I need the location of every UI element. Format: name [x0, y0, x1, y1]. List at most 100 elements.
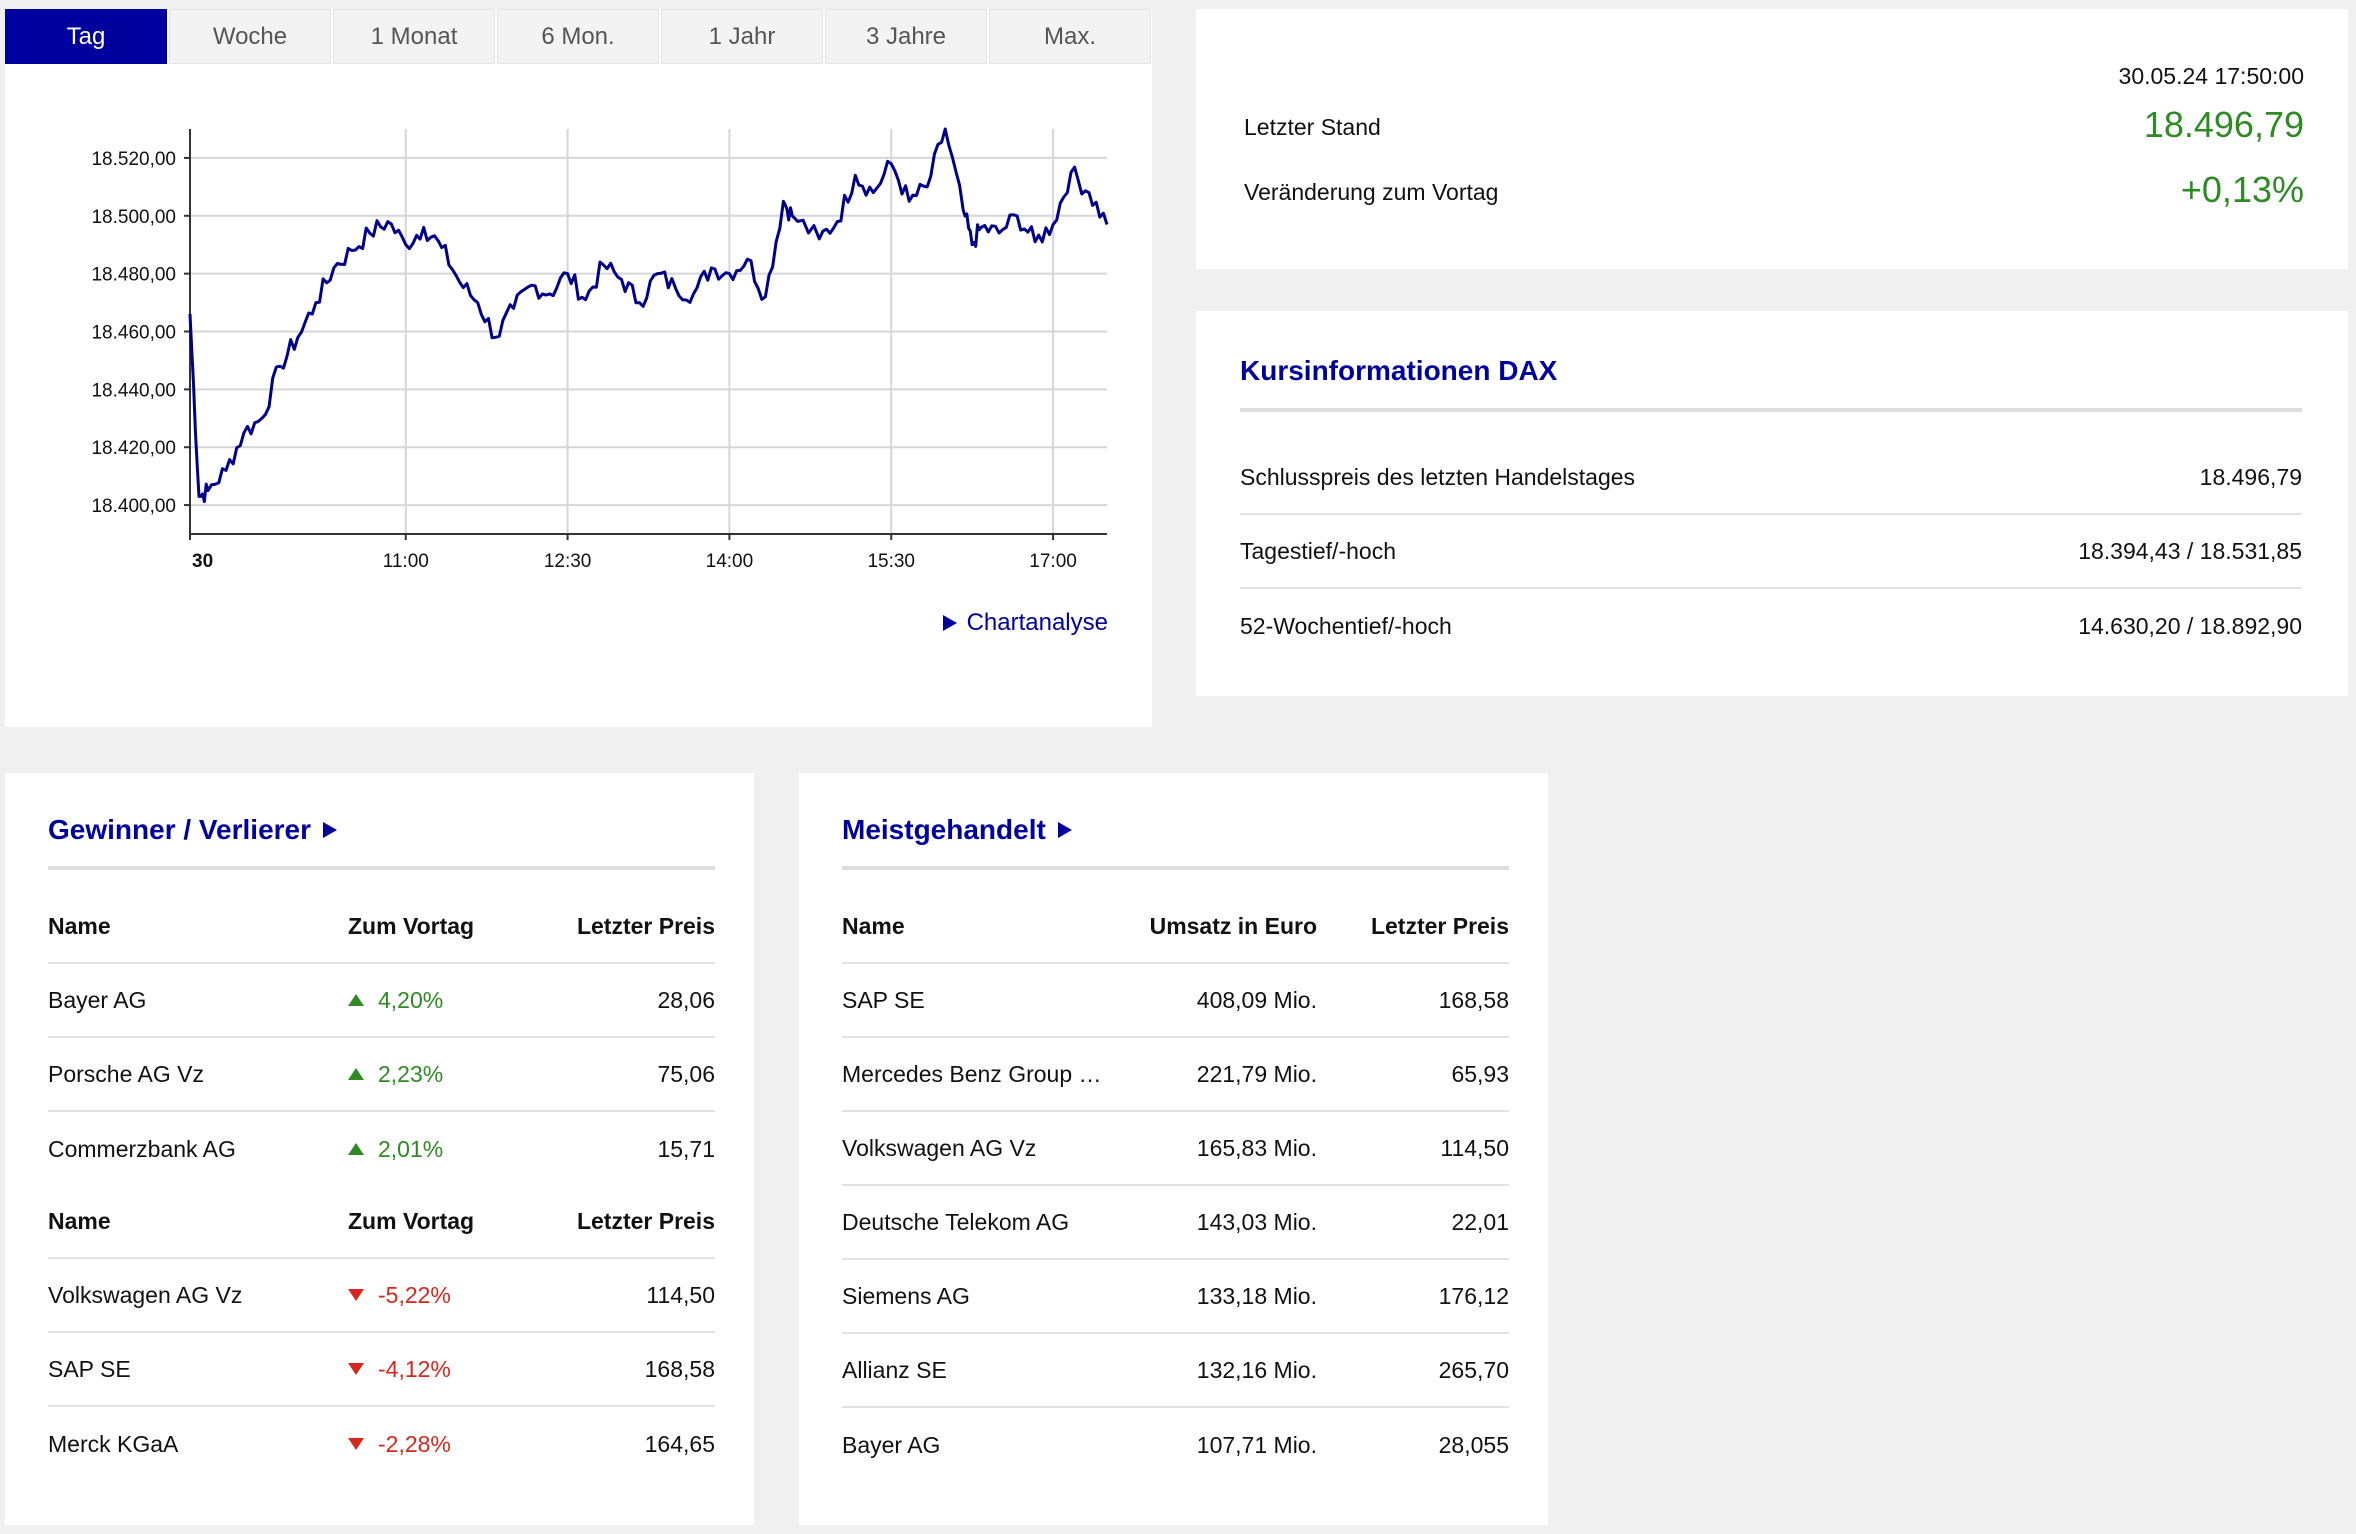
stock-umsatz: 165,83 Mio.	[1196, 1134, 1317, 1161]
y-tick-label: 18.520,00	[91, 149, 176, 170]
x-tick-label: 12:30	[544, 551, 592, 572]
header-name: Name	[842, 912, 905, 939]
stock-umsatz: 107,71 Mio.	[1196, 1431, 1317, 1458]
stock-name: Volkswagen AG Vz	[48, 1281, 243, 1308]
x-tick-label: 17:00	[1029, 551, 1077, 572]
y-tick-label: 18.460,00	[91, 323, 176, 344]
tab-woche[interactable]: Woche	[169, 9, 331, 64]
price-line	[188, 127, 1109, 503]
header-name: Name	[48, 912, 111, 939]
chartanalyse-label: Chartanalyse	[966, 609, 1108, 636]
title-divider	[1240, 408, 2302, 412]
stock-name: SAP SE	[48, 1355, 131, 1382]
stock-price: 28,055	[1438, 1431, 1509, 1458]
table-row[interactable]: Bayer AG 107,71 Mio. 28,055	[842, 1408, 1509, 1482]
stock-name: Allianz SE	[842, 1356, 947, 1383]
row-value: 18.496,79	[2199, 463, 2302, 490]
range-tabs: Tag Woche 1 Monat 6 Mon. 1 Jahr 3 Jahre …	[5, 9, 1153, 64]
row-label: Tagestief/-hoch	[1240, 537, 1396, 564]
stock-price: 164,65	[644, 1430, 715, 1457]
stock-change: 2,01%	[378, 1135, 444, 1162]
arrow-up-icon	[348, 1143, 364, 1155]
tab-tag[interactable]: Tag	[5, 9, 167, 64]
chartanalyse-link[interactable]: Chartanalyse	[942, 609, 1108, 637]
table-header: Name Zum Vortag Letzter Preis	[48, 890, 715, 964]
header-price: Letzter Preis	[576, 1207, 715, 1234]
table-row[interactable]: Mercedes Benz Group … 221,79 Mio. 65,93	[842, 1038, 1509, 1112]
stock-name: Deutsche Telekom AG	[842, 1208, 1070, 1235]
stock-change: -2,28%	[378, 1430, 451, 1457]
stock-price: 114,50	[646, 1281, 715, 1308]
stock-name: SAP SE	[842, 986, 925, 1013]
table-row[interactable]: Deutsche Telekom AG 143,03 Mio. 22,01	[842, 1186, 1509, 1260]
table-header: Name Zum Vortag Letzter Preis	[48, 1185, 715, 1259]
stock-price: 75,06	[657, 1060, 715, 1087]
kursinfo-row: 52-Wochentief/-hoch 14.630,20 / 18.892,9…	[1240, 589, 2302, 663]
tab-6-mon[interactable]: 6 Mon.	[497, 9, 659, 64]
play-triangle-icon	[1057, 822, 1072, 838]
meistgehandelt-panel: Meistgehandelt Name Umsatz in Euro Letzt…	[799, 773, 1548, 1525]
tab-3-jahre[interactable]: 3 Jahre	[825, 9, 987, 64]
x-tick-label: 11:00	[383, 551, 429, 572]
quote-panel: 30.05.24 17:50:00 Letzter Stand 18.496,7…	[1196, 9, 2348, 269]
arrow-down-icon	[348, 1363, 364, 1375]
x-tick-label: 15:30	[867, 551, 915, 572]
stock-price: 176,12	[1438, 1282, 1509, 1309]
stock-price: 168,58	[1438, 986, 1509, 1013]
play-triangle-icon	[323, 822, 338, 838]
stock-umsatz: 133,18 Mio.	[1196, 1282, 1317, 1309]
header-change: Zum Vortag	[348, 912, 475, 939]
stock-umsatz: 143,03 Mio.	[1196, 1208, 1317, 1235]
stock-name: Bayer AG	[842, 1431, 941, 1458]
table-row[interactable]: Siemens AG 133,18 Mio. 176,12	[842, 1260, 1509, 1334]
meistgehandelt-title[interactable]: Meistgehandelt	[842, 814, 1072, 846]
gewinner-verlierer-title[interactable]: Gewinner / Verlierer	[48, 814, 338, 846]
kursinfo-panel: Kursinformationen DAX Schlusspreis des l…	[1196, 311, 2348, 696]
stock-change: 4,20%	[378, 986, 444, 1013]
header-price: Letzter Preis	[576, 912, 715, 939]
stock-umsatz: 408,09 Mio.	[1196, 986, 1317, 1013]
stock-price: 114,50	[1440, 1134, 1509, 1161]
stock-name: Bayer AG	[48, 986, 147, 1013]
arrow-up-icon	[348, 1068, 364, 1080]
row-label: Schlusspreis des letzten Handelstages	[1240, 463, 1636, 490]
stock-umsatz: 221,79 Mio.	[1196, 1060, 1317, 1087]
table-row[interactable]: Bayer AG 4,20% 28,06	[48, 964, 715, 1038]
table-row[interactable]: Commerzbank AG 2,01% 15,71	[48, 1112, 715, 1186]
x-tick-label: 30	[192, 551, 213, 572]
last-price-label: Letzter Stand	[1244, 114, 1381, 140]
table-row[interactable]: SAP SE -4,12% 168,58	[48, 1333, 715, 1407]
stock-change: -4,12%	[378, 1355, 451, 1382]
stock-umsatz: 132,16 Mio.	[1196, 1356, 1317, 1383]
price-series	[188, 127, 1109, 503]
table-row[interactable]: Volkswagen AG Vz 165,83 Mio. 114,50	[842, 1112, 1509, 1186]
title-divider	[48, 866, 715, 870]
title-divider	[842, 866, 1509, 870]
y-tick-label: 18.480,00	[91, 265, 176, 286]
chart-panel: Tag Woche 1 Monat 6 Mon. 1 Jahr 3 Jahre …	[5, 9, 1152, 727]
change-value: +0,13%	[2180, 169, 2304, 210]
y-tick-label: 18.500,00	[91, 207, 176, 228]
table-row[interactable]: Volkswagen AG Vz -5,22% 114,50	[48, 1259, 715, 1333]
arrow-up-icon	[348, 994, 364, 1006]
y-tick-label: 18.420,00	[91, 438, 176, 459]
table-row[interactable]: SAP SE 408,09 Mio. 168,58	[842, 964, 1509, 1038]
table-row[interactable]: Allianz SE 132,16 Mio. 265,70	[842, 1334, 1509, 1408]
header-price: Letzter Preis	[1370, 912, 1509, 939]
stock-price: 265,70	[1438, 1356, 1509, 1383]
row-value: 14.630,20 / 18.892,90	[2078, 612, 2302, 639]
stock-change: -5,22%	[378, 1281, 451, 1308]
table-row[interactable]: Porsche AG Vz 2,23% 75,06	[48, 1038, 715, 1112]
tab-max[interactable]: Max.	[989, 9, 1151, 64]
stock-price: 65,93	[1451, 1060, 1509, 1087]
table-row[interactable]: Merck KGaA -2,28% 164,65	[48, 1407, 715, 1481]
kursinfo-row: Tagestief/-hoch 18.394,43 / 18.531,85	[1240, 515, 2302, 589]
gewinner-verlierer-title-text: Gewinner / Verlierer	[48, 814, 312, 845]
tab-1-jahr[interactable]: 1 Jahr	[661, 9, 823, 64]
arrow-down-icon	[348, 1289, 364, 1301]
stock-name: Mercedes Benz Group …	[842, 1060, 1102, 1087]
last-price-value: 18.496,79	[2143, 104, 2304, 145]
row-value: 18.394,43 / 18.531,85	[2078, 537, 2302, 564]
tab-1-monat[interactable]: 1 Monat	[333, 9, 495, 64]
quote-timestamp: 30.05.24 17:50:00	[2118, 63, 2304, 89]
